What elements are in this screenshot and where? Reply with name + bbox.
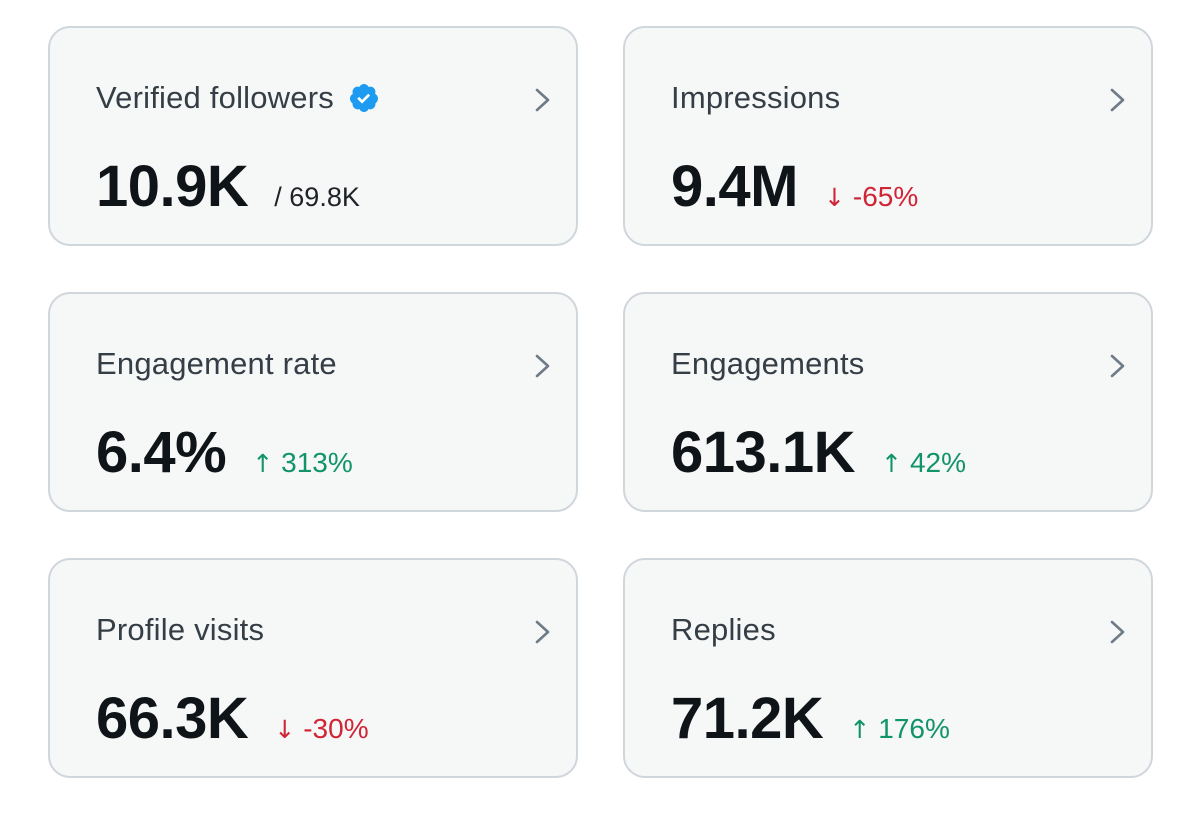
- metric-value: 6.4%: [96, 420, 227, 485]
- metric-value: 10.9K: [96, 154, 249, 219]
- arrow-down-icon: ↓: [823, 183, 845, 212]
- metric-change: ↓ -30%: [274, 713, 368, 745]
- card-title: Impressions: [671, 80, 840, 116]
- card-title: Profile visits: [96, 612, 264, 648]
- metric-total: / 69.8K: [274, 182, 360, 212]
- metric-value: 9.4M: [671, 154, 798, 219]
- metric-change: ↑ 42%: [881, 447, 966, 479]
- card-title-text: Engagement rate: [96, 346, 337, 381]
- value-row: 66.3K ↓ -30%: [96, 684, 369, 754]
- chevron-right-icon[interactable]: [1107, 352, 1129, 380]
- metric-change: ↑ 313%: [252, 447, 353, 479]
- metric-change-value: 313%: [281, 447, 353, 478]
- chevron-right-icon[interactable]: [1107, 618, 1129, 646]
- arrow-up-icon: ↑: [252, 449, 274, 478]
- replies-card[interactable]: Replies 71.2K ↑ 176%: [623, 558, 1153, 778]
- card-title-text: Engagements: [671, 346, 865, 381]
- metric-change: ↓ -65%: [824, 181, 918, 213]
- engagements-card[interactable]: Engagements 613.1K ↑ 42%: [623, 292, 1153, 512]
- verified-badge-icon: [349, 84, 378, 112]
- card-title: Engagement rate: [96, 346, 337, 382]
- chevron-right-icon[interactable]: [532, 86, 554, 114]
- card-title-text: Verified followers: [96, 80, 334, 115]
- arrow-down-icon: ↓: [274, 715, 296, 744]
- value-row: 71.2K ↑ 176%: [671, 684, 950, 754]
- card-title: Engagements: [671, 346, 865, 382]
- metric-change-value: 42%: [909, 447, 967, 478]
- metrics-grid: Verified followers 10.9K / 69.8K Impress…: [48, 26, 1153, 778]
- engagement-rate-card[interactable]: Engagement rate 6.4% ↑ 313%: [48, 292, 578, 512]
- metric-value: 66.3K: [96, 686, 249, 751]
- chevron-right-icon[interactable]: [532, 352, 554, 380]
- metric-value: 613.1K: [671, 420, 856, 485]
- impressions-card[interactable]: Impressions 9.4M ↓ -65%: [623, 26, 1153, 246]
- metric-change-value: 176%: [878, 713, 950, 744]
- value-row: 6.4% ↑ 313%: [96, 418, 353, 488]
- card-title-text: Replies: [671, 612, 776, 647]
- value-row: 9.4M ↓ -65%: [671, 152, 918, 222]
- card-title: Verified followers: [96, 80, 380, 116]
- profile-visits-card[interactable]: Profile visits 66.3K ↓ -30%: [48, 558, 578, 778]
- card-title: Replies: [671, 612, 776, 648]
- metric-change-value: -30%: [303, 713, 369, 744]
- value-row: 10.9K / 69.8K: [96, 152, 360, 222]
- arrow-up-icon: ↑: [849, 715, 871, 744]
- value-row: 613.1K ↑ 42%: [671, 418, 966, 488]
- chevron-right-icon[interactable]: [1107, 86, 1129, 114]
- chevron-right-icon[interactable]: [532, 618, 554, 646]
- metric-value: 71.2K: [671, 686, 824, 751]
- metric-change: ↑ 176%: [849, 713, 950, 745]
- arrow-up-icon: ↑: [881, 449, 902, 478]
- card-title-text: Profile visits: [96, 612, 265, 647]
- metric-change-value: -65%: [852, 181, 919, 212]
- card-title-text: Impressions: [671, 80, 841, 115]
- verified-followers-card[interactable]: Verified followers 10.9K / 69.8K: [48, 26, 578, 246]
